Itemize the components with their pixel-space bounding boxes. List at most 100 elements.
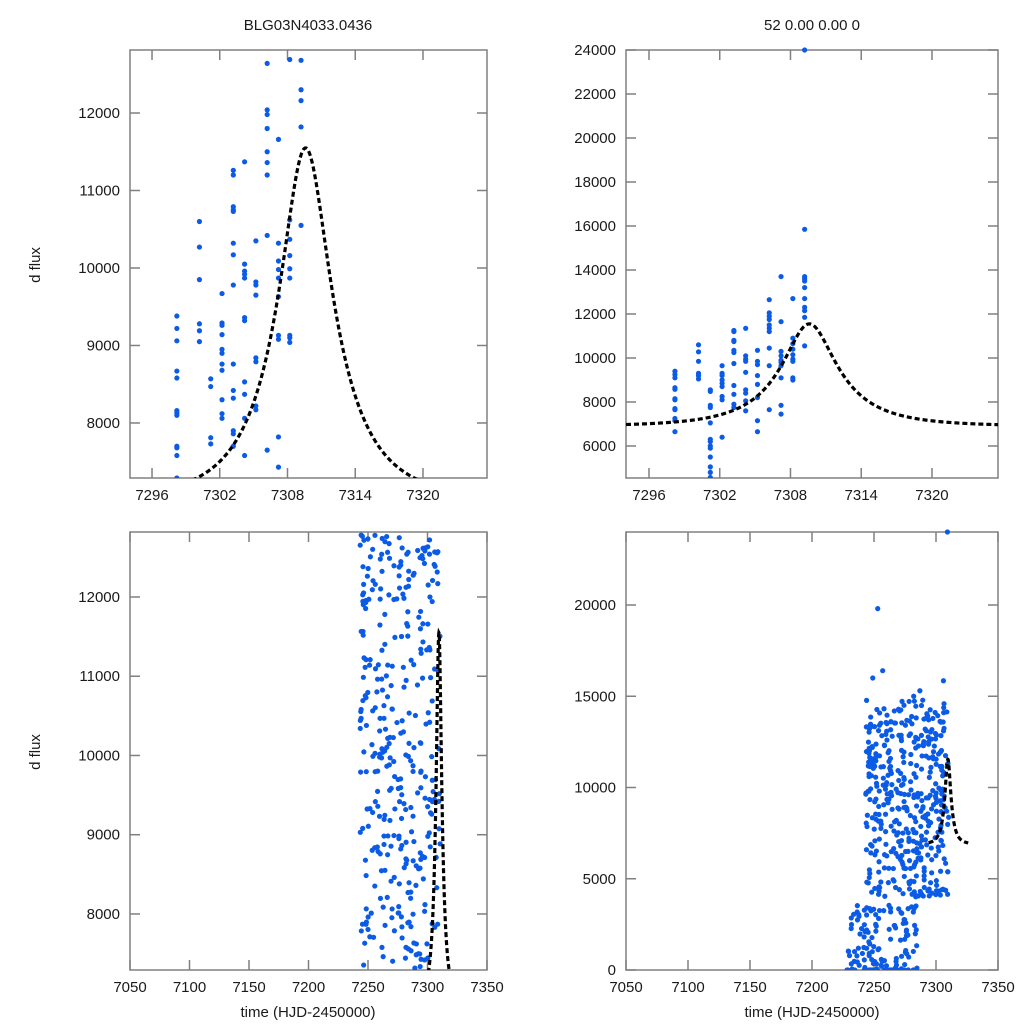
data-point bbox=[902, 848, 909, 855]
data-point bbox=[422, 902, 428, 908]
data-point bbox=[880, 782, 886, 788]
data-point bbox=[766, 407, 772, 413]
data-point bbox=[870, 675, 876, 681]
data-point bbox=[945, 869, 951, 875]
data-point bbox=[365, 823, 371, 829]
data-point bbox=[410, 768, 416, 775]
data-point bbox=[382, 611, 388, 617]
data-point bbox=[899, 698, 905, 704]
data-point bbox=[754, 381, 761, 387]
data-point bbox=[408, 895, 414, 901]
data-point bbox=[872, 885, 878, 892]
data-point bbox=[275, 258, 282, 264]
bottom-right-xtick-label: 7350 bbox=[981, 979, 1014, 996]
data-point bbox=[896, 821, 902, 827]
data-point bbox=[881, 742, 888, 749]
data-point bbox=[909, 891, 915, 897]
data-point bbox=[378, 586, 384, 592]
data-point bbox=[375, 662, 381, 668]
data-point bbox=[873, 754, 879, 760]
data-point bbox=[420, 876, 426, 882]
data-point bbox=[360, 825, 366, 831]
data-point bbox=[895, 706, 902, 712]
data-point bbox=[400, 664, 406, 670]
data-point bbox=[899, 859, 905, 865]
data-point bbox=[196, 328, 203, 334]
data-point bbox=[883, 841, 889, 847]
data-point bbox=[411, 745, 417, 751]
data-point bbox=[719, 383, 725, 390]
data-point bbox=[930, 715, 936, 722]
data-point bbox=[925, 818, 931, 824]
data-point bbox=[893, 850, 899, 856]
data-point bbox=[396, 833, 402, 839]
data-point bbox=[230, 282, 236, 288]
data-point bbox=[938, 838, 944, 844]
top-right-ytick-label: 10000 bbox=[574, 350, 616, 367]
data-point bbox=[398, 815, 405, 822]
data-point bbox=[196, 244, 203, 250]
data-point bbox=[275, 240, 282, 246]
data-point bbox=[906, 881, 913, 887]
data-point bbox=[937, 749, 944, 755]
data-point bbox=[391, 874, 397, 880]
data-point bbox=[940, 886, 946, 892]
data-point bbox=[392, 806, 398, 812]
top-right-frame bbox=[625, 49, 999, 479]
data-point bbox=[425, 804, 431, 810]
data-point bbox=[417, 963, 423, 970]
data-point bbox=[419, 853, 426, 859]
top-right-xtick-label: 7302 bbox=[703, 487, 736, 504]
data-point bbox=[927, 769, 933, 775]
data-point bbox=[405, 609, 411, 615]
data-point bbox=[861, 967, 867, 970]
data-point bbox=[851, 949, 858, 955]
data-point bbox=[253, 407, 259, 413]
data-point bbox=[384, 549, 391, 555]
bottom-left-xtick-label: 7250 bbox=[351, 979, 384, 996]
data-point bbox=[886, 865, 892, 871]
data-point bbox=[913, 762, 920, 769]
data-point bbox=[399, 718, 405, 724]
bottom-right-xtick-label: 7200 bbox=[795, 979, 828, 996]
data-point bbox=[901, 967, 908, 970]
bottom-right-xtick-label: 7050 bbox=[609, 979, 642, 996]
data-point bbox=[802, 314, 808, 320]
data-point bbox=[921, 716, 927, 722]
data-point bbox=[403, 839, 409, 845]
data-point bbox=[861, 922, 867, 928]
data-point bbox=[873, 848, 880, 854]
data-point bbox=[933, 761, 939, 767]
data-point bbox=[890, 865, 896, 872]
data-point bbox=[731, 328, 737, 335]
data-point bbox=[900, 891, 906, 897]
data-point bbox=[404, 551, 410, 557]
data-point bbox=[387, 817, 393, 824]
top-left-xtick-label: 7314 bbox=[339, 487, 372, 504]
data-point bbox=[264, 172, 270, 178]
data-point bbox=[370, 809, 376, 816]
data-point bbox=[932, 793, 939, 799]
data-point bbox=[429, 777, 435, 783]
data-point bbox=[911, 693, 917, 699]
data-point bbox=[881, 908, 887, 914]
data-point bbox=[406, 880, 412, 886]
data-point bbox=[298, 222, 304, 228]
data-point bbox=[923, 728, 929, 734]
data-point bbox=[425, 544, 431, 550]
data-point bbox=[364, 573, 370, 579]
data-point bbox=[865, 739, 872, 745]
data-point bbox=[377, 895, 384, 901]
data-point bbox=[908, 904, 915, 910]
data-point bbox=[253, 359, 259, 365]
data-point bbox=[361, 962, 367, 968]
data-point bbox=[379, 676, 385, 682]
data-point bbox=[363, 872, 369, 879]
data-point bbox=[241, 261, 248, 267]
data-point bbox=[287, 335, 293, 341]
data-point bbox=[901, 791, 908, 797]
data-point bbox=[418, 646, 424, 652]
data-point bbox=[422, 774, 429, 780]
data-point bbox=[381, 816, 387, 822]
data-point bbox=[884, 791, 890, 797]
